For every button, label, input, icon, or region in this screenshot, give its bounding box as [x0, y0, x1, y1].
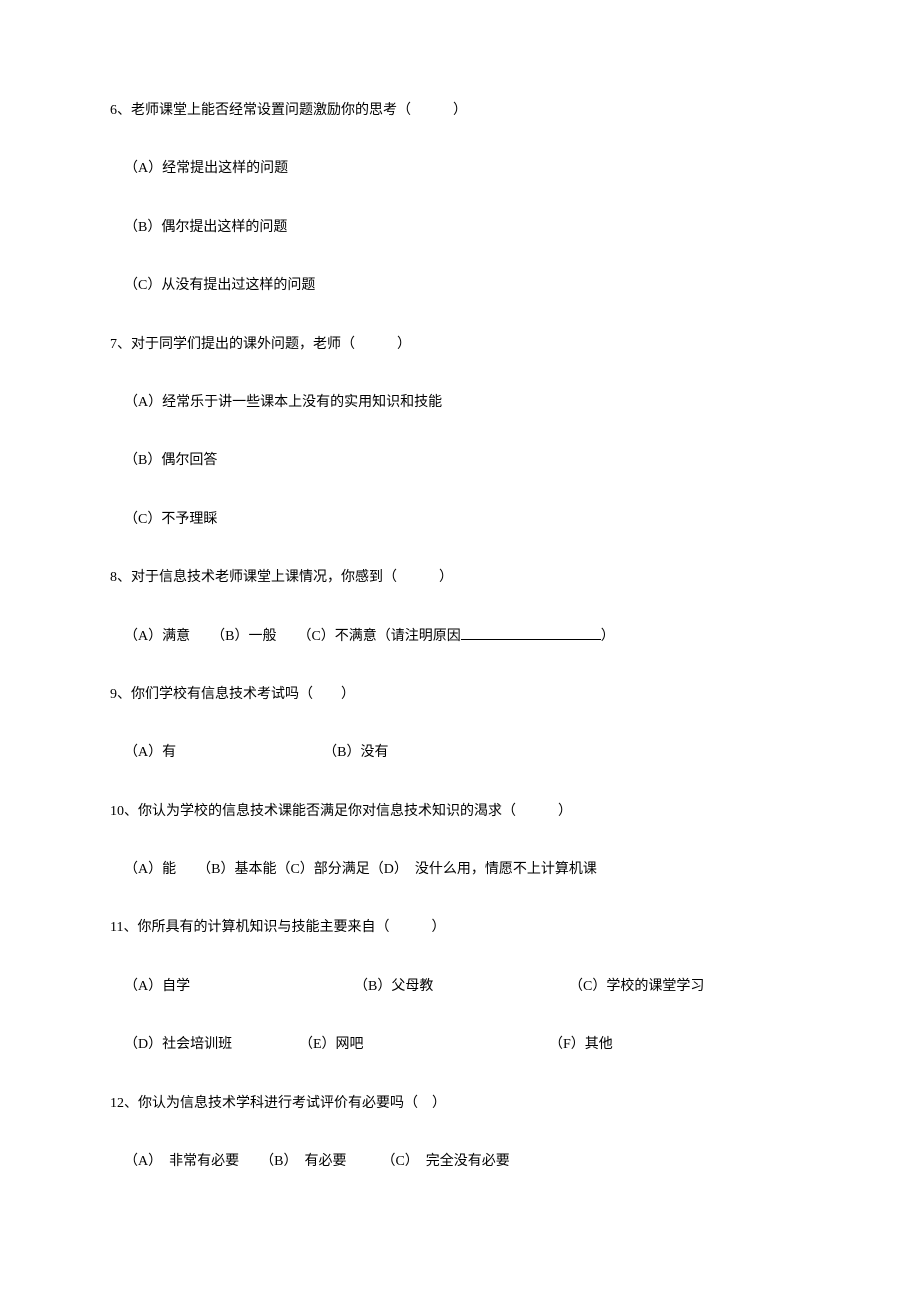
- q12-stem: 你认为信息技术学科进行考试评价有必要吗（ ）: [138, 1096, 446, 1111]
- q11-number: 11、: [110, 920, 137, 935]
- q8-stem: 对于信息技术老师课堂上课情况，你感到（ ）: [131, 570, 453, 585]
- q7-option-a: （A）经常乐于讲一些课本上没有的实用知识和技能: [110, 392, 810, 414]
- question-7-text: 7、对于同学们提出的课外问题，老师（ ）: [110, 334, 810, 356]
- question-7: 7、对于同学们提出的课外问题，老师（ ） （A）经常乐于讲一些课本上没有的实用知…: [110, 334, 810, 532]
- spacer: [110, 187, 810, 217]
- spacer: [110, 304, 810, 334]
- q11-option-c: （C）学校的课堂学习: [569, 976, 704, 998]
- q11-option-f: （F）其他: [549, 1034, 613, 1056]
- question-10-text: 10、你认为学校的信息技术课能否满足你对信息技术知识的渴求（ ）: [110, 801, 810, 823]
- spacer: [110, 596, 810, 626]
- question-8: 8、对于信息技术老师课堂上课情况，你感到（ ） （A）满意 （B）一般 （C）不…: [110, 567, 810, 648]
- q11-option-b: （B）父母教: [354, 976, 569, 998]
- spacer: [110, 946, 810, 976]
- question-6-text: 6、老师课堂上能否经常设置问题激励你的思考（ ）: [110, 100, 810, 122]
- q7-number: 7、: [110, 337, 131, 352]
- q6-number: 6、: [110, 103, 131, 118]
- q9-options-inline: （A）有 （B）没有: [110, 742, 810, 764]
- spacer: [110, 420, 810, 450]
- spacer: [110, 712, 810, 742]
- spacer: [110, 654, 810, 684]
- spacer: [110, 771, 810, 801]
- spacer: [110, 362, 810, 392]
- q12-number: 12、: [110, 1096, 138, 1111]
- question-8-text: 8、对于信息技术老师课堂上课情况，你感到（ ）: [110, 567, 810, 589]
- spacer: [110, 537, 810, 567]
- spacer: [110, 1121, 810, 1151]
- q7-stem: 对于同学们提出的课外问题，老师（ ）: [131, 337, 411, 352]
- q11-option-d: （D）社会培训班: [124, 1034, 299, 1056]
- q7-option-c: （C）不予理睬: [110, 509, 810, 531]
- q12-options-inline: （A） 非常有必要 （B） 有必要 （C） 完全没有必要: [110, 1151, 810, 1173]
- spacer: [110, 479, 810, 509]
- q11-option-a: （A）自学: [124, 976, 354, 998]
- question-10: 10、你认为学校的信息技术课能否满足你对信息技术知识的渴求（ ） （A）能 （B…: [110, 801, 810, 882]
- q8-fill-blank[interactable]: [461, 626, 601, 640]
- spacer: [110, 1063, 810, 1093]
- spacer: [110, 887, 810, 917]
- q7-option-b: （B）偶尔回答: [110, 450, 810, 472]
- spacer: [110, 1004, 810, 1034]
- question-12-text: 12、你认为信息技术学科进行考试评价有必要吗（ ）: [110, 1093, 810, 1115]
- question-9: 9、你们学校有信息技术考试吗（ ） （A）有 （B）没有: [110, 684, 810, 765]
- q11-row1: （A）自学 （B）父母教 （C）学校的课堂学习: [110, 976, 810, 998]
- q11-row2: （D）社会培训班 （E）网吧 （F）其他: [110, 1034, 810, 1056]
- q8-opt-text-b: ）: [601, 629, 615, 644]
- spacer: [110, 128, 810, 158]
- q9-number: 9、: [110, 687, 131, 702]
- q6-option-a: （A）经常提出这样的问题: [110, 158, 810, 180]
- question-11: 11、你所具有的计算机知识与技能主要来自（ ） （A）自学 （B）父母教 （C）…: [110, 917, 810, 1056]
- q8-number: 8、: [110, 570, 131, 585]
- q9-stem: 你们学校有信息技术考试吗（ ）: [131, 687, 355, 702]
- spacer: [110, 829, 810, 859]
- spacer: [110, 245, 810, 275]
- question-6: 6、老师课堂上能否经常设置问题激励你的思考（ ） （A）经常提出这样的问题 （B…: [110, 100, 810, 298]
- q11-option-e: （E）网吧: [299, 1034, 549, 1056]
- q10-stem: 你认为学校的信息技术课能否满足你对信息技术知识的渴求（ ）: [138, 804, 572, 819]
- question-11-text: 11、你所具有的计算机知识与技能主要来自（ ）: [110, 917, 810, 939]
- q6-option-c: （C）从没有提出过这样的问题: [110, 275, 810, 297]
- q8-options-inline: （A）满意 （B）一般 （C）不满意（请注明原因 ）: [110, 626, 810, 648]
- q11-stem: 你所具有的计算机知识与技能主要来自（ ）: [137, 920, 445, 935]
- q6-stem: 老师课堂上能否经常设置问题激励你的思考（ ）: [131, 103, 467, 118]
- q10-number: 10、: [110, 804, 138, 819]
- q8-opt-text-a: （A）满意 （B）一般 （C）不满意（请注明原因: [124, 629, 461, 644]
- question-12: 12、你认为信息技术学科进行考试评价有必要吗（ ） （A） 非常有必要 （B） …: [110, 1093, 810, 1174]
- question-9-text: 9、你们学校有信息技术考试吗（ ）: [110, 684, 810, 706]
- q6-option-b: （B）偶尔提出这样的问题: [110, 217, 810, 239]
- q10-options-inline: （A）能 （B）基本能（C）部分满足（D） 没什么用，情愿不上计算机课: [110, 859, 810, 881]
